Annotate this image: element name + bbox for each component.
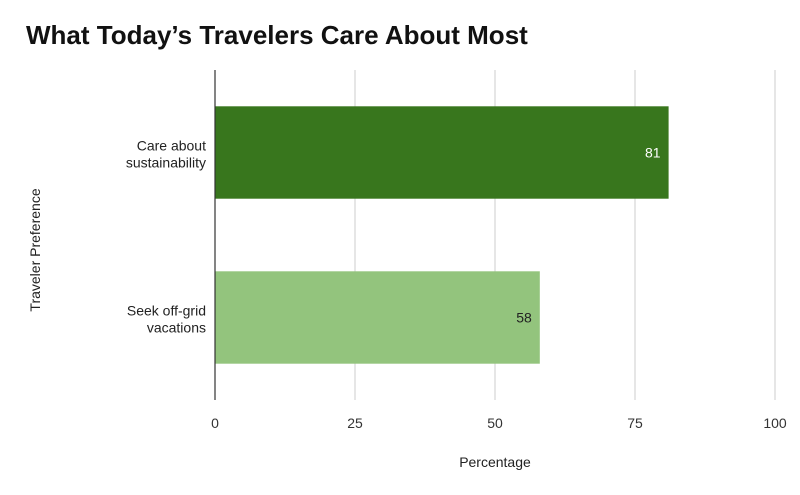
x-tick-label: 75	[627, 415, 643, 431]
category-label: Seek off-grid vacations	[127, 303, 206, 336]
data-label: 58	[516, 310, 532, 326]
category-labels: Care about sustainability Seek off-grid vac…	[126, 138, 206, 336]
x-tick-label: 100	[763, 415, 787, 431]
bars: 81 58	[215, 106, 669, 364]
data-label: 81	[645, 145, 661, 161]
x-tick-label: 25	[347, 415, 363, 431]
bar	[215, 106, 669, 199]
x-tick-label: 50	[487, 415, 503, 431]
x-tick-label: 0	[211, 415, 219, 431]
x-axis-label: Percentage	[459, 454, 531, 470]
bar	[215, 271, 540, 364]
y-axis-label: Traveler Preference	[27, 188, 43, 311]
x-tick-labels: 0 25 50 75 100	[211, 415, 787, 431]
chart-title: What Today’s Travelers Care About Most	[26, 20, 528, 50]
category-label: Care about sustainability	[126, 138, 206, 171]
